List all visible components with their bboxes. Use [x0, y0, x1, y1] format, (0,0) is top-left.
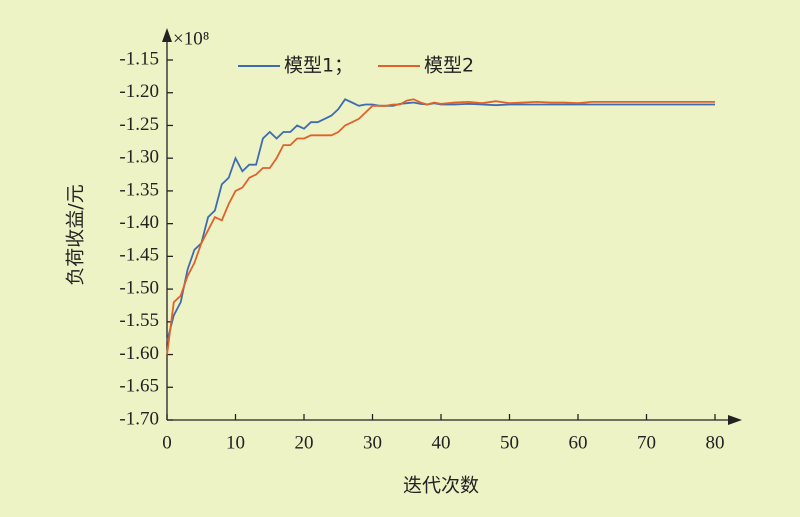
series-line — [166, 98, 715, 355]
y-tick-label: -1.55 — [119, 310, 159, 331]
x-axis-arrow — [728, 415, 742, 425]
y-tick-label: -1.25 — [119, 114, 159, 135]
y-tick-label: -1.20 — [119, 81, 159, 102]
y-tick-label: -1.30 — [119, 147, 159, 168]
x-tick-label: 10 — [226, 432, 245, 453]
y-tick-label: -1.45 — [119, 245, 159, 266]
series-line — [166, 98, 715, 342]
x-tick-label: 50 — [500, 432, 519, 453]
y-tick-label: -1.65 — [119, 376, 159, 397]
x-tick-label: 0 — [162, 432, 172, 453]
legend-label: 模型2 — [424, 55, 474, 77]
y-tick-label: -1.40 — [119, 212, 159, 233]
x-tick-label: 80 — [706, 432, 725, 453]
y-axis-label: 负荷收益/元 — [65, 184, 87, 285]
x-tick-label: 40 — [432, 432, 451, 453]
x-axis-label: 迭代次数 — [403, 475, 479, 497]
y-tick-label: -1.35 — [119, 179, 159, 200]
x-tick-label: 30 — [363, 432, 382, 453]
y-tick-label: -1.15 — [119, 48, 159, 69]
y-tick-label: -1.50 — [119, 277, 159, 298]
x-tick-label: 20 — [295, 432, 314, 453]
x-tick-label: 70 — [637, 432, 656, 453]
y-tick-label: -1.70 — [119, 408, 159, 429]
legend-label: 模型1； — [284, 55, 353, 77]
y-axis-arrow — [162, 28, 172, 42]
x-tick-label: 60 — [569, 432, 588, 453]
multiplier: ×10⁸ — [173, 28, 209, 49]
y-tick-label: -1.60 — [119, 343, 159, 364]
